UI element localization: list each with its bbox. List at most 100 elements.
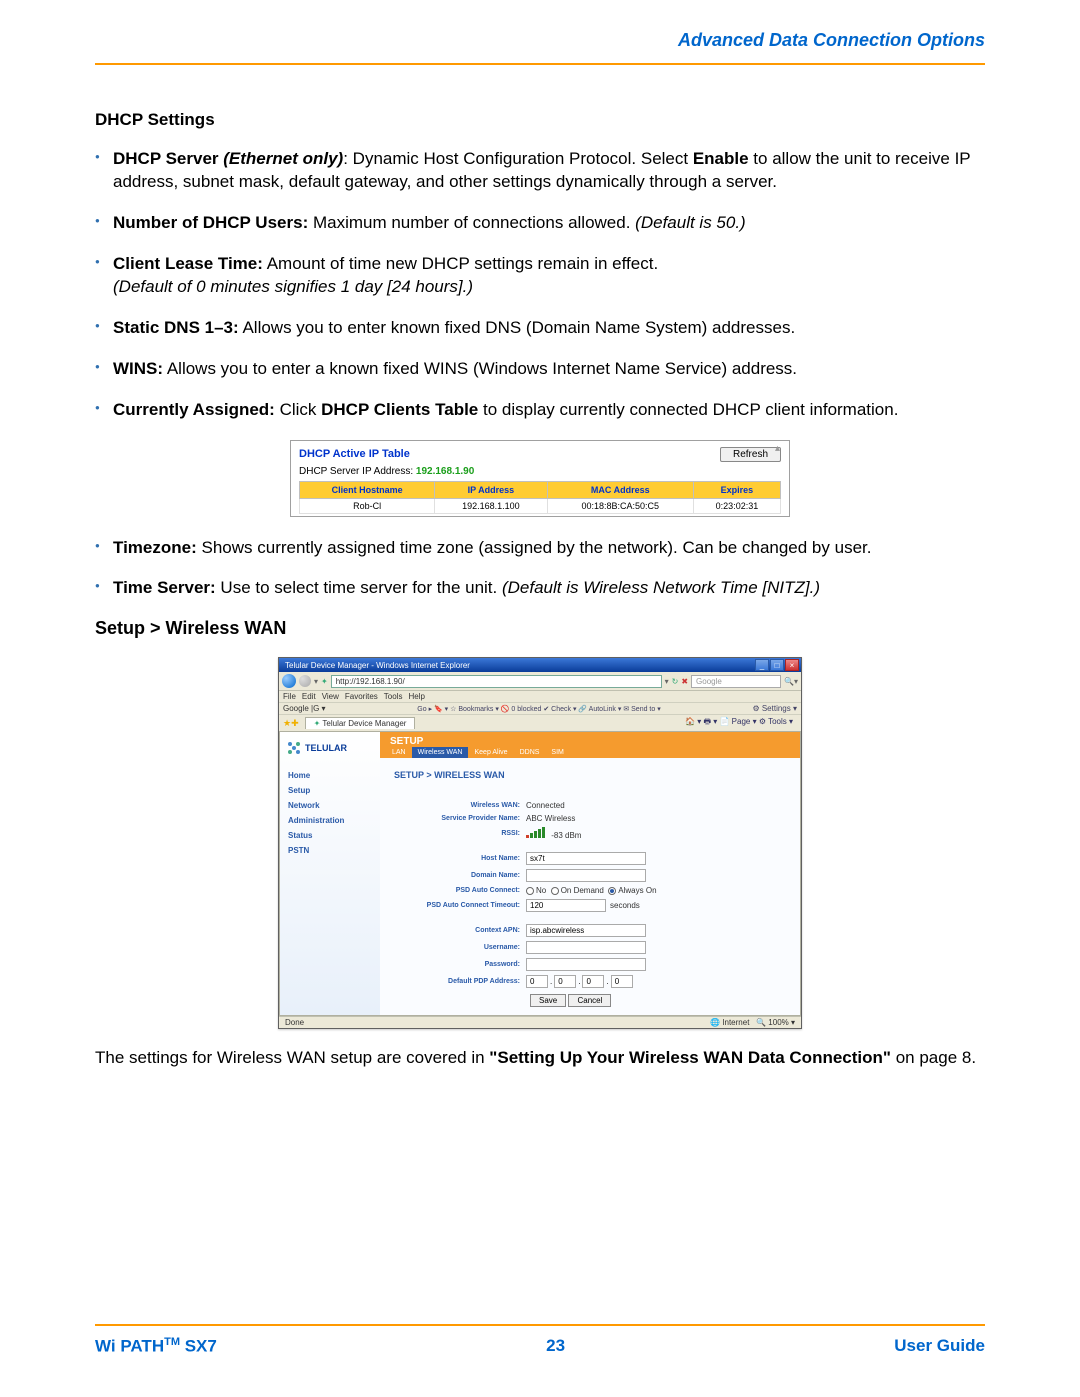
url-input[interactable]: http://192.168.1.90/	[331, 675, 662, 688]
text: Dynamic Host Configuration Protocol. Sel…	[353, 149, 693, 168]
zoom-level[interactable]: 100% ▾	[768, 1018, 795, 1027]
bullet-timezone: Timezone: Shows currently assigned time …	[113, 537, 985, 560]
titlebar: Telular Device Manager - Windows Interne…	[279, 658, 801, 672]
apn-input[interactable]	[526, 924, 646, 937]
tab-sim[interactable]: SIM	[545, 747, 569, 758]
browser-tab[interactable]: ✦ Telular Device Manager	[305, 717, 416, 729]
nav-setup[interactable]: Setup	[288, 783, 380, 798]
tab-keep-alive[interactable]: Keep Alive	[468, 747, 513, 758]
text: Click	[275, 400, 321, 419]
label: Context APN:	[394, 927, 526, 934]
row-wwan: Wireless WAN: Connected	[394, 801, 786, 810]
save-button[interactable]: Save	[530, 994, 566, 1007]
page-header-title: Advanced Data Connection Options	[95, 30, 985, 51]
cell: 0:23:02:31	[693, 498, 780, 513]
label: Service Provider Name:	[394, 815, 526, 822]
refresh-button[interactable]: Refresh	[720, 447, 781, 462]
row-spn: Service Provider Name: ABC Wireless	[394, 814, 786, 823]
back-button[interactable]	[282, 674, 296, 688]
close-icon[interactable]: ▴	[775, 443, 787, 455]
bullet-num-users: Number of DHCP Users: Maximum number of …	[113, 212, 985, 235]
menu-view[interactable]: View	[322, 692, 339, 701]
rssi-text: -83 dBm	[551, 831, 581, 840]
cancel-button[interactable]: Cancel	[568, 994, 611, 1007]
pdp-octet-1[interactable]	[526, 975, 548, 988]
dhcp-clients-table: Client Hostname IP Address MAC Address E…	[299, 481, 781, 514]
nav-network[interactable]: Network	[288, 798, 380, 813]
bullet-static-dns: Static DNS 1–3: Allows you to enter know…	[113, 317, 985, 340]
text: to display currently connected DHCP clie…	[478, 400, 898, 419]
tab-lan[interactable]: LAN	[386, 747, 412, 758]
bullet-wins: WINS: Allows you to enter a known fixed …	[113, 358, 985, 381]
row-pdp: Default PDP Address: . . .	[394, 975, 786, 988]
label: RSSI:	[394, 830, 526, 837]
label: Static DNS 1–3:	[113, 318, 239, 337]
footer-product: Wi PATHTM SX7	[95, 1336, 217, 1357]
table-row: Rob-Cl 192.168.1.100 00:18:8B:CA:50:C5 0…	[300, 498, 781, 513]
setup-banner: SETUP	[380, 732, 800, 747]
nav-pstn[interactable]: PSTN	[288, 843, 380, 858]
nav-administration[interactable]: Administration	[288, 813, 380, 828]
password-input[interactable]	[526, 958, 646, 971]
label: Domain Name:	[394, 872, 526, 879]
pdp-octet-4[interactable]	[611, 975, 633, 988]
google-toolbar-settings[interactable]: ⚙ Settings ▾	[752, 704, 797, 713]
add-favorites-icon[interactable]: ✚	[291, 718, 299, 729]
timeout-input[interactable]	[526, 899, 606, 912]
row-rssi: RSSI: -83 dBm	[394, 827, 786, 840]
favorites-star-icon[interactable]: ★	[283, 718, 291, 729]
tab-bar: ★ ✚ ✦ Telular Device Manager 🏠 ▾ 🖶 ▾ 📄 P…	[279, 715, 801, 731]
radio-no[interactable]	[526, 887, 534, 895]
menu-file[interactable]: File	[283, 692, 296, 701]
status-done: Done	[285, 1018, 304, 1027]
google-toolbar-mid[interactable]: Go ▸ 🔖 ▾ ☆ Bookmarks ▾ 🚫 0 blocked ✔ Che…	[417, 705, 660, 713]
radio-always-on[interactable]	[608, 887, 616, 895]
menu-favorites[interactable]: Favorites	[345, 692, 378, 701]
signal-bars-icon	[526, 827, 545, 838]
pdp-octet-3[interactable]	[582, 975, 604, 988]
window-title: Telular Device Manager - Windows Interne…	[285, 661, 470, 670]
form-area: SETUP > WIRELESS WAN SETUP > WIRELESS WA…	[380, 758, 800, 1015]
dhcp-settings-heading: DHCP Settings	[95, 110, 985, 130]
google-toolbar-left[interactable]: Google |G ▾	[283, 704, 326, 713]
forward-button[interactable]	[299, 675, 311, 687]
page-footer: Wi PATHTM SX7 23 User Guide	[95, 1324, 985, 1357]
username-input[interactable]	[526, 941, 646, 954]
label: Client Lease Time:	[113, 254, 263, 273]
qualifier: (Ethernet only)	[223, 149, 343, 168]
default: (Default is 50.)	[635, 213, 746, 232]
label: DHCP Server	[113, 149, 219, 168]
row-password: Password:	[394, 958, 786, 971]
menu-help[interactable]: Help	[408, 692, 424, 701]
bold: DHCP Clients Table	[321, 400, 478, 419]
browser-window: Telular Device Manager - Windows Interne…	[278, 657, 802, 1029]
tab-wireless-wan[interactable]: Wireless WAN	[412, 747, 469, 758]
internet-icon: 🌐	[710, 1018, 720, 1027]
server-ip: 192.168.1.90	[416, 466, 474, 477]
minimize-button[interactable]: _	[755, 659, 769, 671]
menu-edit[interactable]: Edit	[302, 692, 316, 701]
tab-label: Telular Device Manager	[322, 719, 406, 728]
radio-on-demand[interactable]	[551, 887, 559, 895]
search-input[interactable]: Google	[691, 675, 781, 688]
dhcp-table-dialog: ▴ DHCP Active IP Table Refresh DHCP Serv…	[290, 440, 790, 517]
close-button[interactable]: ×	[785, 659, 799, 671]
nav-status[interactable]: Status	[288, 828, 380, 843]
hostname-input[interactable]	[526, 852, 646, 865]
tab-ddns[interactable]: DDNS	[514, 747, 546, 758]
psd-options: No On Demand Always On	[526, 886, 657, 895]
main-panel: SETUP LAN Wireless WAN Keep Alive DDNS S…	[380, 732, 800, 1015]
page-tools[interactable]: 🏠 ▾ 🖶 ▾ 📄 Page ▾ ⚙ Tools ▾	[415, 716, 797, 730]
col-mac: MAC Address	[547, 481, 693, 498]
default: (Default of 0 minutes signifies 1 day [2…	[113, 277, 473, 296]
google-toolbar: Google |G ▾ Go ▸ 🔖 ▾ ☆ Bookmarks ▾ 🚫 0 b…	[279, 703, 801, 715]
text: Allows you to enter a known fixed WINS (…	[163, 359, 797, 378]
nav-home[interactable]: Home	[288, 768, 380, 783]
opt: Always On	[618, 886, 656, 895]
menu-tools[interactable]: Tools	[384, 692, 403, 701]
pdp-octet-2[interactable]	[554, 975, 576, 988]
maximize-button[interactable]: □	[770, 659, 784, 671]
unit: seconds	[610, 901, 640, 910]
setup-tabs: LAN Wireless WAN Keep Alive DDNS SIM	[380, 747, 800, 758]
domain-input[interactable]	[526, 869, 646, 882]
